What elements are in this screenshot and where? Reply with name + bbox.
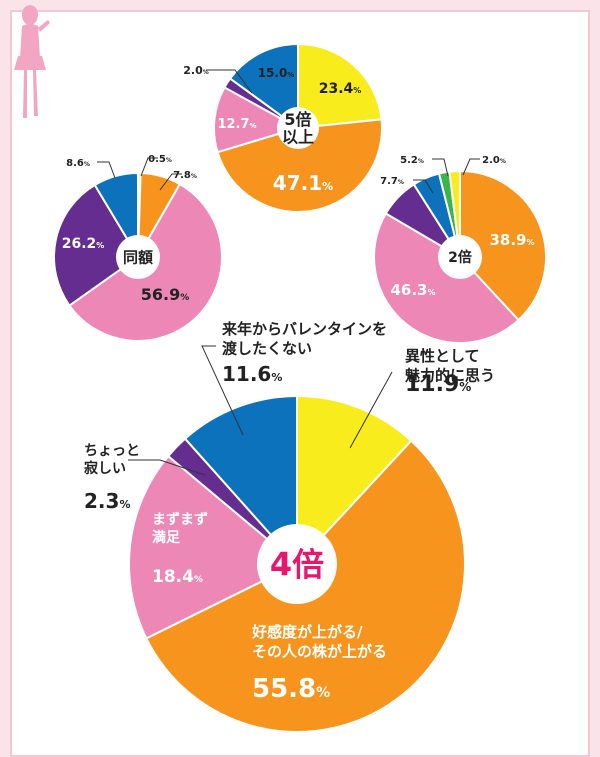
center-hole — [438, 235, 482, 279]
pie-chart-2: 同額 0.5%7.8% 56.9% 26.2% 8.6% — [53, 154, 223, 342]
center-label: 5倍以上 — [282, 110, 314, 147]
slice-category-label: 異性として魅力的に思う — [405, 347, 495, 385]
percent-sign: % — [500, 158, 506, 165]
slice-value-label: 26.2% — [62, 236, 105, 252]
slice-value-label: 8.6% — [66, 158, 90, 169]
slice-category-label: まずまず満足 — [152, 511, 208, 546]
pie-chart-3: 2倍 38.9% 46.3% 7.7% 5.2% 2.0% — [372, 155, 547, 344]
percent-sign: % — [180, 293, 189, 303]
percent-sign: % — [398, 179, 404, 186]
girl-silhouette-icon — [14, 5, 50, 118]
slice-value-label: 15.0% — [258, 66, 295, 80]
leader-line — [413, 179, 434, 194]
percent-sign: % — [96, 241, 104, 250]
pie-slice — [297, 42, 383, 130]
center-hole — [257, 524, 337, 604]
pie-slice — [296, 394, 413, 567]
percent-sign: % — [316, 685, 330, 701]
leader-line — [462, 158, 480, 176]
pie-slice — [93, 171, 139, 261]
leader-line — [206, 69, 253, 94]
pie-slice — [128, 454, 299, 640]
center-label: 同額 — [123, 248, 153, 266]
slice-value-label: 2.0% — [183, 64, 209, 77]
percent-sign: % — [191, 173, 197, 180]
percent-sign: % — [428, 288, 436, 297]
slice-value-label: 7.8% — [173, 170, 197, 181]
slice-category-label: ちょっと寂しい — [84, 443, 140, 477]
center-hole — [116, 235, 160, 279]
leader-line — [97, 161, 116, 179]
center-label: 2倍 — [448, 249, 472, 266]
center-hole — [277, 107, 319, 149]
leader-line — [140, 157, 158, 177]
pie-slice — [459, 169, 547, 322]
slice-value-label: 56.9% — [141, 285, 190, 304]
slice-value-label: 11.6% — [222, 362, 282, 386]
slice-value-label: 23.4% — [319, 81, 362, 97]
slice-category-label: 来年からバレンタインを渡したくない — [221, 320, 387, 358]
percent-sign: % — [418, 158, 424, 165]
pie-slice — [216, 118, 383, 213]
slice-value-label: 38.9% — [489, 231, 534, 249]
leader-line — [159, 173, 182, 191]
pie-slice — [228, 42, 299, 130]
slice-value-label: 2.0% — [482, 155, 506, 166]
percent-sign: % — [119, 498, 130, 511]
percent-sign: % — [459, 380, 471, 394]
percent-sign: % — [194, 575, 203, 585]
slice-value-label: 0.5% — [148, 154, 172, 165]
percent-sign: % — [203, 69, 209, 76]
pie-slice — [213, 86, 301, 154]
percent-sign: % — [271, 371, 282, 384]
percent-sign: % — [84, 161, 90, 168]
percent-sign: % — [287, 71, 294, 79]
leader-line — [201, 345, 244, 436]
slice-value-label: 18.4% — [152, 567, 203, 587]
pie-slice — [372, 212, 520, 344]
pie-slice — [53, 183, 140, 307]
leader-line — [128, 459, 206, 476]
percent-sign: % — [527, 238, 535, 247]
percent-sign: % — [322, 180, 333, 193]
slice-value-label: 46.3% — [390, 281, 435, 299]
pie-slice — [183, 394, 298, 567]
slice-value-label: 2.3% — [84, 489, 130, 513]
slice-category-label: 好感度が上がる/その人の株が上がる — [251, 623, 387, 661]
percent-sign: % — [166, 157, 172, 164]
slice-value-label: 5.2% — [400, 155, 424, 166]
percent-sign: % — [250, 122, 257, 130]
leader-line — [349, 371, 393, 449]
pie-chart-4: 4倍異性として魅力的に思う11.9%好感度が上がる/その人の株が上がる55.8%… — [84, 320, 495, 733]
percent-sign: % — [353, 86, 361, 95]
center-label: 4倍 — [270, 546, 324, 584]
leader-line — [432, 158, 449, 177]
slice-value-label: 12.7% — [217, 117, 256, 132]
slice-value-label: 7.7% — [380, 176, 404, 187]
